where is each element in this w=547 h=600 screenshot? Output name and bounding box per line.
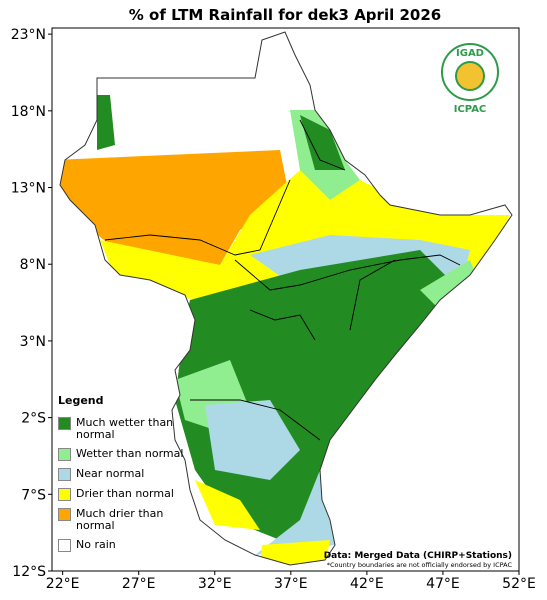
legend-label: Much wetter than normal <box>76 416 174 441</box>
note: *Country boundaries are not officially e… <box>327 561 513 569</box>
y-tick-label: 8°N <box>20 257 46 273</box>
x-tick-label: 32°E <box>198 576 232 592</box>
x-tick-label: 47°E <box>426 576 460 592</box>
rainfall-zone <box>255 470 335 555</box>
legend-item: Wetter than normal <box>58 448 188 461</box>
y-tick-label: 2°S <box>21 411 46 427</box>
legend-label: Much drier than normal <box>76 507 164 532</box>
credit: Data: Merged Data (CHIRP+Stations) <box>324 551 512 561</box>
country-borders <box>104 119 461 441</box>
legend-label: Drier than normal <box>76 487 174 500</box>
legend: Legend Much wetter than normal Wetter tha… <box>58 394 188 559</box>
x-tick-label: 27°E <box>122 576 156 592</box>
legend-swatch <box>58 468 71 481</box>
x-tick-label: 22°E <box>46 576 80 592</box>
y-tick-label: 13°N <box>11 181 46 197</box>
y-tick-label: 18°N <box>11 104 46 120</box>
axes: 22°E 27°E 32°E 37°E 42°E 47°E 52°E 23°N 18°N 13°N… <box>11 27 536 592</box>
x-tick-label: 42°E <box>350 576 384 592</box>
y-tick-label: 7°S <box>21 487 46 503</box>
x-tick-label: 52°E <box>502 576 536 592</box>
legend-label: No rain <box>76 538 116 551</box>
legend-item: No rain <box>58 539 188 552</box>
legend-title: Legend <box>58 394 104 407</box>
legend-swatch <box>58 488 71 501</box>
rainfall-zone <box>205 400 300 480</box>
logo-globe <box>455 61 485 91</box>
legend-item: Near normal <box>58 468 188 481</box>
legend-item: Drier than normal <box>58 488 188 501</box>
rainfall-zone <box>60 150 290 265</box>
legend-swatch <box>58 417 71 430</box>
legend-label: Wetter than normal <box>76 447 184 460</box>
legend-swatch <box>58 539 71 552</box>
rainfall-zone <box>300 115 345 170</box>
rainfall-zone <box>260 540 330 565</box>
y-tick-label: 3°N <box>20 334 46 350</box>
rainfall-zone <box>97 95 115 150</box>
y-tick-label: 23°N <box>11 27 46 43</box>
legend-item: Much drier than normal <box>58 508 188 532</box>
legend-label: Near normal <box>76 467 145 480</box>
x-tick-label: 37°E <box>274 576 308 592</box>
rainfall-zone <box>420 260 480 310</box>
legend-swatch <box>58 448 71 461</box>
rainfall-zone <box>195 480 260 530</box>
logo-name: IGAD <box>456 48 484 59</box>
map-title: % of LTM Rainfall for dek3 April 2026 <box>129 6 441 24</box>
legend-swatch <box>58 508 71 521</box>
logo-org: ICPAC <box>454 104 487 115</box>
legend-item: Much wetter than normal <box>58 417 188 441</box>
y-tick-label: 12°S <box>12 564 46 580</box>
logo: IGAD ICPAC <box>441 43 499 115</box>
